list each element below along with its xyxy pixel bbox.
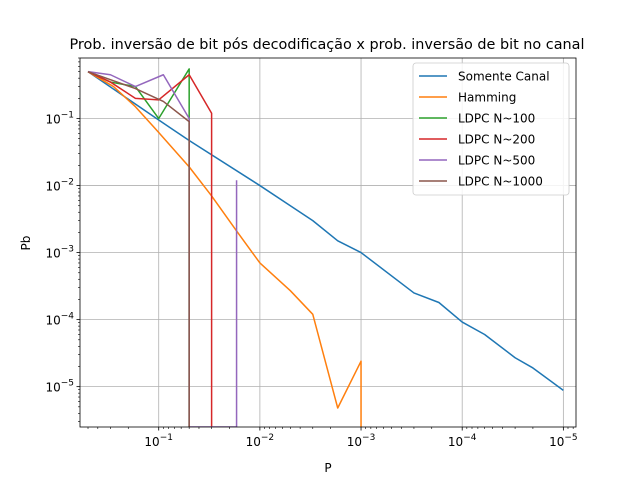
x-axis-ticks: 10−1 10−2 10−3 10−4 10−5 (87, 427, 578, 449)
x-tick-label: 10−2 (246, 433, 275, 449)
legend-label: LDPC N~200 (458, 133, 535, 147)
y-axis-label: Pb (19, 236, 33, 251)
series-layer (87, 68, 564, 427)
x-axis-label: P (324, 461, 331, 475)
legend-label: Somente Canal (458, 70, 550, 84)
legend-box (412, 62, 570, 196)
legend-label: Hamming (458, 91, 516, 105)
chart-title: Prob. inversão de bit pós decodificação … (70, 37, 585, 53)
series-line-5 (87, 70, 238, 427)
x-tick-label: 10−1 (144, 433, 173, 449)
series-line-6 (87, 70, 190, 427)
x-tick-label: 10−3 (347, 433, 376, 449)
y-tick-label: 10−1 (45, 111, 74, 127)
legend-label: LDPC N~1000 (458, 175, 543, 189)
x-tick-label: 10−5 (549, 433, 578, 449)
legend: Somente Canal Hamming LDPC N~100 LDPC N~200… (412, 62, 570, 196)
series-line-1 (87, 71, 564, 391)
plot-area (87, 68, 564, 427)
legend-label: LDPC N~100 (458, 112, 535, 126)
plot-frame (79, 57, 577, 428)
y-tick-label: 10−2 (45, 178, 74, 194)
y-tick-label: 10−5 (45, 379, 74, 395)
series-line-2 (87, 71, 362, 427)
grid (80, 58, 576, 427)
y-axis-ticks: 10−1 10−2 10−3 10−4 10−5 (45, 57, 80, 422)
series-line-4 (87, 70, 213, 427)
legend-label: LDPC N~500 (458, 154, 535, 168)
y-tick-label: 10−4 (45, 312, 74, 328)
series-line-3 (87, 68, 190, 427)
x-tick-label: 10−4 (448, 433, 477, 449)
y-tick-label: 10−3 (45, 245, 74, 261)
